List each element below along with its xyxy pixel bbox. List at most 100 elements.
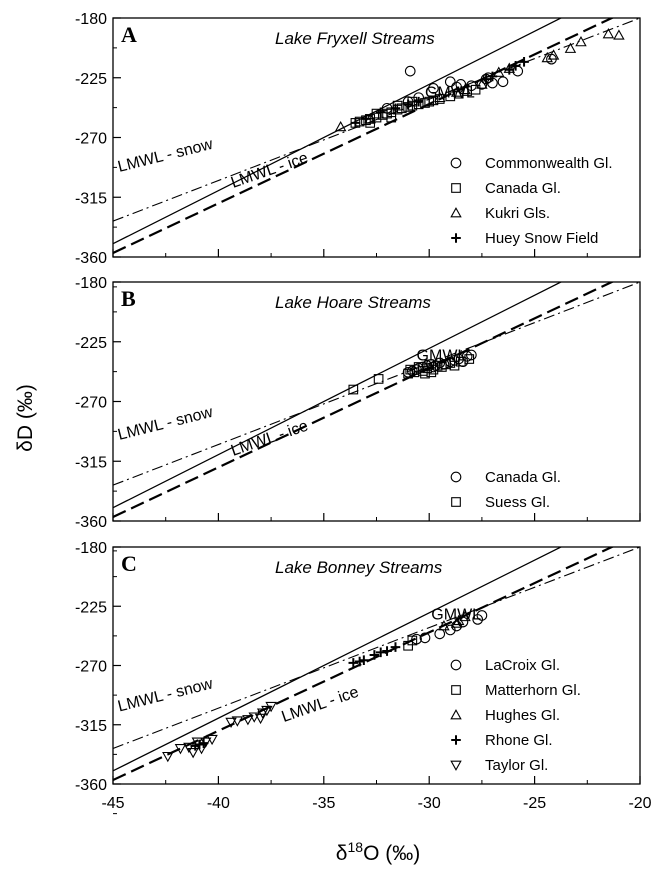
rhone-gl-point	[369, 650, 380, 660]
rhone-gl-point	[354, 656, 365, 667]
hughes-gl-point	[438, 620, 450, 631]
lacroix-gl-point	[434, 628, 446, 640]
panel-b-frame	[112, 281, 641, 522]
panel-c-reference-lines	[113, 547, 640, 782]
hughes-gl-point	[450, 617, 463, 628]
lmwl-ice-line	[113, 282, 615, 519]
huey-snow-field-point	[481, 74, 491, 84]
legend-kukri-gls-marker	[450, 207, 462, 218]
legend-huey-snow-field-marker	[451, 233, 461, 243]
taylor-gl-point	[254, 713, 267, 725]
huey-snow-field-point	[519, 57, 529, 67]
x-tick-label: -35	[312, 795, 335, 812]
rhone-gl-point	[348, 658, 359, 668]
legend-lacroix-gl-label: LaCroix Gl.	[485, 657, 560, 674]
canada-gl-point	[461, 351, 473, 362]
hughes-gl-point	[459, 610, 471, 622]
legend-suess-gl-marker	[451, 497, 461, 507]
taylor-gl-point	[206, 734, 218, 746]
taylor-gl-point	[242, 715, 254, 726]
huey-snow-field-point	[361, 114, 371, 124]
legend-hughes-gl-marker	[450, 709, 462, 720]
x-tick-label: -40	[207, 795, 230, 812]
rhone-gl-point	[382, 646, 392, 656]
panel-a-frame	[112, 17, 641, 258]
kukri-gls-point	[334, 120, 347, 132]
legend-kukri-gls-label: Kukri Gls.	[485, 205, 550, 222]
y-tick-label: -225	[75, 335, 107, 352]
x-tick-label: -30	[418, 795, 441, 812]
panel-c-title: Lake Bonney Streams	[275, 558, 443, 577]
commonwealth-gl-point	[512, 65, 524, 77]
legend-taylor-gl-label: Taylor Gl.	[485, 757, 548, 774]
legend-canada-gl-label: Canada Gl.	[485, 180, 561, 197]
x-axis-title-prefix: δ	[336, 842, 348, 865]
commonwealth-gl-point	[404, 65, 416, 77]
y-tick-label: -315	[75, 718, 107, 735]
hughes-gl-point	[452, 614, 465, 626]
y-tick-label: -360	[75, 514, 107, 531]
panel-b-letter: B	[121, 286, 136, 311]
kukri-gls-point	[476, 78, 488, 89]
rhone-gl-point	[390, 642, 401, 652]
legend-taylor-gl-marker	[450, 760, 462, 771]
lmwl-snow-label: LMWL - snow	[116, 404, 215, 444]
commonwealth-gl-point	[497, 76, 509, 88]
taylor-gl-point	[187, 748, 199, 759]
taylor-gl-point	[195, 744, 208, 755]
canada-gl-point	[428, 95, 439, 106]
gmwl-line	[113, 18, 563, 245]
suess-gl-point	[426, 367, 437, 378]
kukri-gls-point	[575, 35, 587, 47]
lmwl-ice-line	[113, 547, 615, 782]
huey-snow-field-point	[390, 103, 401, 114]
x-tick-label: -25	[523, 795, 546, 812]
legend-rhone-gl-marker	[451, 735, 461, 745]
kukri-gls-point	[547, 49, 560, 60]
kukri-gls-point	[602, 28, 615, 39]
commonwealth-gl-point	[428, 83, 439, 94]
panel-a-letter: A	[121, 22, 137, 47]
panel-c-markers	[162, 610, 488, 763]
commonwealth-gl-point	[444, 76, 456, 88]
suess-gl-point	[348, 384, 359, 395]
taylor-gl-point	[261, 705, 273, 717]
y-tick-label: -270	[75, 659, 107, 676]
legend-hughes-gl-label: Hughes Gl.	[485, 707, 560, 724]
kukri-gls-point	[459, 83, 471, 95]
legend-canada-gl-marker	[451, 183, 461, 193]
y-tick-label: -180	[75, 11, 107, 28]
kukri-gls-point	[493, 66, 505, 77]
panel-b-markers	[348, 349, 477, 395]
legend-commonwealth-gl-marker	[450, 157, 462, 169]
matterhorn-gl-point	[407, 635, 418, 646]
panel-c-frame	[112, 546, 641, 785]
panel-c: -180-225-270-315-360-45 -40 -35 -30 -25 -20GM…	[75, 540, 652, 815]
legend-canada-gl-marker	[450, 471, 462, 483]
kukri-gls-point	[564, 42, 577, 53]
lmwl-ice-label: LMWL - ice	[280, 684, 362, 726]
panel-a-markers	[334, 28, 625, 132]
lmwl-snow-line	[113, 18, 640, 222]
y-tick-label: -270	[75, 131, 107, 148]
kukri-gls-point	[450, 86, 463, 97]
panel-b-title: Lake Hoare Streams	[275, 293, 431, 312]
panel-b-reference-lines	[113, 282, 640, 519]
canada-gl-point	[434, 94, 445, 104]
lmwl-ice-label: LMWL - ice	[229, 417, 311, 459]
gmwl-line	[113, 547, 563, 772]
suess-gl-point	[464, 354, 475, 364]
y-tick-label: -180	[75, 275, 107, 292]
taylor-gl-point	[248, 712, 260, 723]
x-axis-title: δ18O (‰)	[336, 839, 420, 865]
legend-lacroix-gl-marker	[450, 659, 462, 671]
y-tick-label: -360	[75, 250, 107, 267]
taylor-gl-point	[191, 737, 204, 748]
taylor-gl-point	[200, 737, 212, 748]
suess-gl-point	[420, 368, 430, 379]
taylor-gl-point	[183, 742, 195, 754]
legend-rhone-gl-label: Rhone Gl.	[485, 732, 553, 749]
taylor-gl-point	[256, 708, 269, 719]
y-tick-label: -225	[75, 71, 107, 88]
